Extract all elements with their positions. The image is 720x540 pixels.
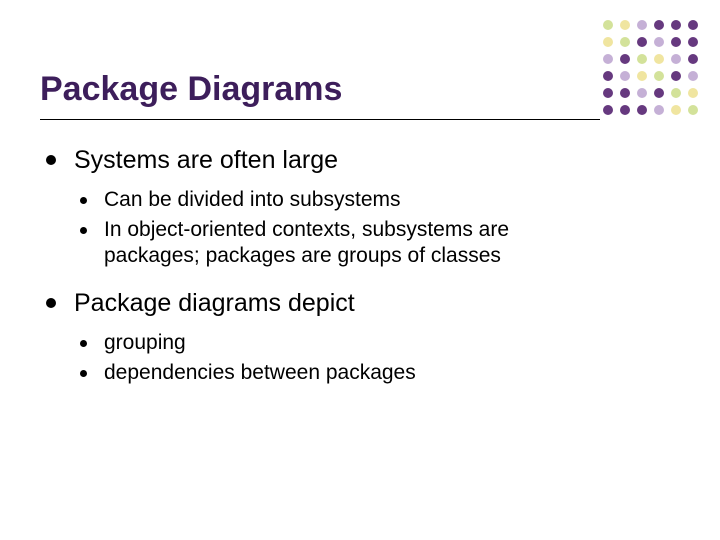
decorative-dot <box>688 71 698 81</box>
decorative-dot <box>671 54 681 64</box>
decorative-dot <box>671 71 681 81</box>
decorative-dot <box>620 71 630 81</box>
decorative-dot <box>654 105 664 115</box>
decorative-dot <box>637 88 647 98</box>
sub-list-item: dependencies between packages <box>74 360 604 386</box>
sub-list-item: In object-oriented contexts, subsystems … <box>74 217 604 270</box>
decorative-dot <box>637 54 647 64</box>
decorative-dot <box>654 71 664 81</box>
sub-list-item: grouping <box>74 330 604 356</box>
decorative-dot <box>671 20 681 30</box>
decorative-dot <box>671 88 681 98</box>
slide-title: Package Diagrams <box>40 70 680 109</box>
decorative-dot <box>688 88 698 98</box>
decorative-dot <box>637 20 647 30</box>
list-item-text: Systems are often large <box>74 146 338 174</box>
decorative-dot <box>620 88 630 98</box>
decorative-dot <box>654 88 664 98</box>
bullet-list: Systems are often large Can be divided i… <box>40 144 680 386</box>
decorative-dot <box>620 20 630 30</box>
decorative-dot <box>671 105 681 115</box>
decorative-dot <box>603 71 613 81</box>
decorative-dot <box>620 105 630 115</box>
decorative-dot <box>620 37 630 47</box>
decorative-dot <box>654 54 664 64</box>
decorative-dot <box>603 88 613 98</box>
title-divider <box>40 119 600 120</box>
decorative-dot <box>688 54 698 64</box>
decorative-dot <box>637 71 647 81</box>
decorative-dot <box>671 37 681 47</box>
decorative-dot <box>620 54 630 64</box>
decorative-dot <box>637 105 647 115</box>
decorative-dot-grid <box>603 20 698 115</box>
decorative-dot <box>654 37 664 47</box>
sub-bullet-list: Can be divided into subsystems In object… <box>74 187 680 270</box>
decorative-dot <box>603 105 613 115</box>
decorative-dot <box>688 37 698 47</box>
decorative-dot <box>688 20 698 30</box>
decorative-dot <box>603 54 613 64</box>
decorative-dot <box>603 37 613 47</box>
decorative-dot <box>603 20 613 30</box>
decorative-dot <box>637 37 647 47</box>
sub-bullet-list: grouping dependencies between packages <box>74 330 680 387</box>
list-item: Systems are often large Can be divided i… <box>40 144 680 269</box>
sub-list-item: Can be divided into subsystems <box>74 187 604 213</box>
decorative-dot <box>688 105 698 115</box>
list-item-text: Package diagrams depict <box>74 289 355 317</box>
decorative-dot <box>654 20 664 30</box>
list-item: Package diagrams depict grouping depende… <box>40 287 680 386</box>
